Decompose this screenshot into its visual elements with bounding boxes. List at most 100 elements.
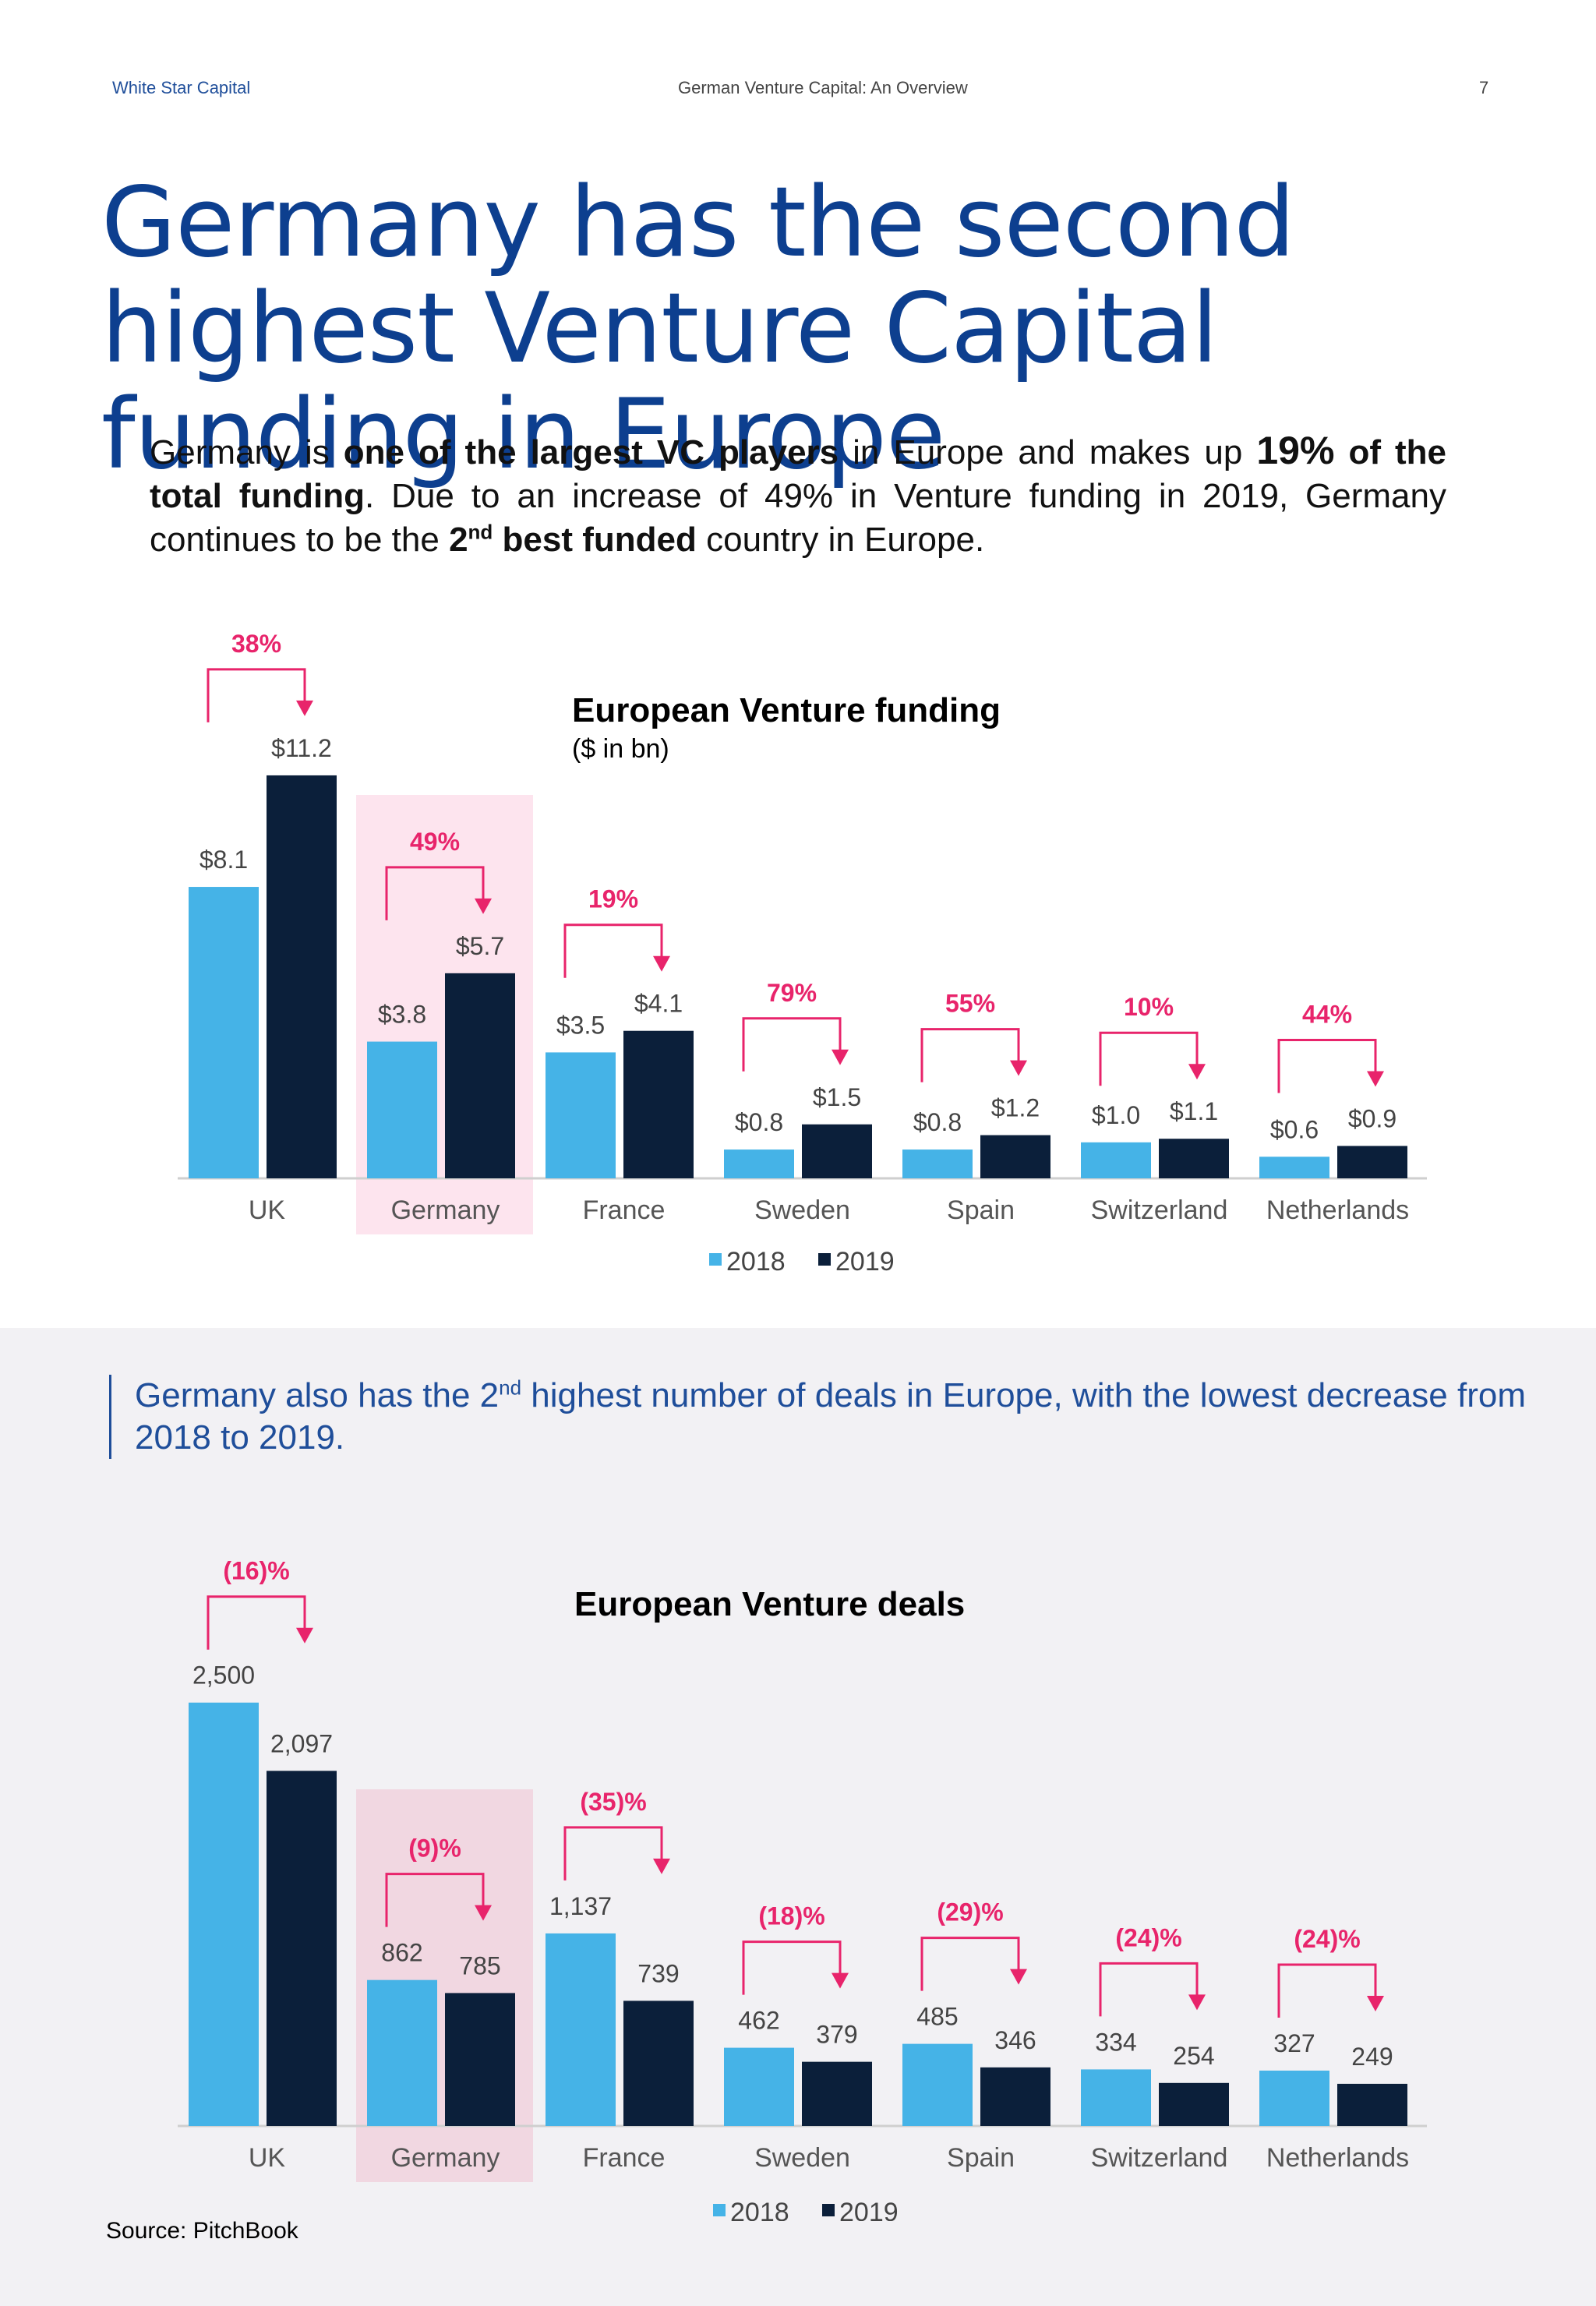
funding-label-2019-germany: $5.7 bbox=[456, 932, 504, 960]
deals-legend-2019: 2019 bbox=[839, 2198, 899, 2221]
deals-label-2018-switzerland: 334 bbox=[1095, 2028, 1136, 2056]
intro-text-4: country in Europe. bbox=[696, 521, 985, 559]
intro-text-3: . Due to an increase of 49% in Venture f… bbox=[150, 477, 1446, 559]
funding-category-sweden: Sweden bbox=[754, 1195, 850, 1225]
funding-change-arrow-sweden bbox=[742, 1017, 842, 1072]
deals-bar-2018-netherlands bbox=[1259, 2070, 1329, 2126]
deals-category-france: France bbox=[583, 2143, 666, 2173]
deals-change-arrow-france bbox=[563, 1826, 663, 1880]
deals-change-spain: (29)% bbox=[937, 1898, 1003, 1926]
deals-label-2018-france: 1,137 bbox=[549, 1892, 612, 1920]
funding-change-arrow-netherlands bbox=[1277, 1038, 1377, 1093]
funding-label-2019-france: $4.1 bbox=[634, 990, 683, 1018]
funding-chart: European Venture funding ($ in bn) $8.1 $11… bbox=[178, 630, 1427, 1277]
funding-bar-2019-switzerland bbox=[1159, 1139, 1229, 1178]
intro-bold-2: 19% bbox=[1256, 429, 1335, 472]
funding-bar-2018-sweden bbox=[724, 1149, 794, 1178]
funding-category-germany: Germany bbox=[391, 1195, 500, 1225]
deals-label-2018-netherlands: 327 bbox=[1273, 2029, 1315, 2057]
deals-change-arrow-sweden bbox=[742, 1941, 842, 1995]
funding-bar-2018-spain bbox=[902, 1149, 973, 1178]
funding-change-arrow-france bbox=[563, 923, 663, 978]
callout-superscript: nd bbox=[499, 1375, 522, 1400]
funding-chart-title: European Venture funding bbox=[572, 691, 1001, 729]
funding-legend-2018: 2018 bbox=[726, 1247, 786, 1277]
intro-text-1: Germany is bbox=[150, 433, 344, 471]
funding-change-arrowhead-netherlands bbox=[1367, 1071, 1384, 1087]
deals-label-2018-uk: 2,500 bbox=[192, 1662, 255, 1690]
deals-legend-2018: 2018 bbox=[730, 2198, 789, 2221]
deals-bar-2018-france bbox=[546, 1933, 616, 2126]
funding-bar-2018-switzerland bbox=[1081, 1142, 1151, 1178]
deals-category-sweden: Sweden bbox=[754, 2143, 850, 2173]
deals-label-2018-spain: 485 bbox=[916, 2003, 958, 2031]
deals-change-arrowhead-germany bbox=[475, 1905, 492, 1921]
header-brand: White Star Capital bbox=[112, 78, 251, 97]
funding-label-2019-uk: $11.2 bbox=[271, 734, 332, 762]
funding-chart-subtitle: ($ in bn) bbox=[572, 734, 669, 764]
deals-callout: Germany also has the 2nd highest number … bbox=[109, 1375, 1538, 1459]
deals-change-arrowhead-sweden bbox=[832, 1972, 849, 1989]
deals-category-switzerland: Switzerland bbox=[1091, 2143, 1228, 2173]
deals-change-arrow-spain bbox=[920, 1937, 1020, 1991]
funding-category-spain: Spain bbox=[947, 1195, 1015, 1225]
funding-bar-2019-sweden bbox=[802, 1124, 872, 1178]
funding-label-2018-germany: $3.8 bbox=[378, 1001, 426, 1029]
deals-bar-2018-sweden bbox=[724, 2047, 794, 2126]
intro-bold-3: of the total funding bbox=[150, 433, 1446, 515]
deals-change-arrowhead-uk bbox=[296, 1627, 313, 1644]
deals-bar-2018-spain bbox=[902, 2043, 973, 2126]
funding-bar-2019-uk bbox=[267, 775, 337, 1178]
deals-label-2019-germany: 785 bbox=[459, 1951, 500, 1979]
funding-label-2019-sweden: $1.5 bbox=[813, 1083, 861, 1111]
deals-change-switzerland: (24)% bbox=[1115, 1923, 1181, 1951]
callout-text-2: highest number of deals in Europe, with … bbox=[135, 1376, 1526, 1457]
source-note: Source: PitchBook bbox=[106, 2218, 298, 2244]
deals-label-2019-netherlands: 249 bbox=[1351, 2043, 1393, 2071]
deals-change-france: (35)% bbox=[580, 1788, 646, 1816]
deals-bar-2019-uk bbox=[267, 1771, 337, 2126]
deals-chart: European Venture deals 2,500 2,097 (16)% UK 8… bbox=[178, 1557, 1427, 2221]
funding-change-arrowhead-uk bbox=[296, 700, 313, 716]
funding-category-switzerland: Switzerland bbox=[1091, 1195, 1228, 1225]
funding-legend-swatch-2018 bbox=[709, 1253, 722, 1266]
header-document-title: German Venture Capital: An Overview bbox=[678, 78, 968, 97]
intro-paragraph: Germany is one of the largest VC players… bbox=[150, 429, 1446, 562]
funding-change-arrowhead-france bbox=[653, 955, 670, 972]
deals-label-2019-spain: 346 bbox=[994, 2026, 1036, 2054]
deals-category-netherlands: Netherlands bbox=[1266, 2143, 1409, 2173]
funding-category-netherlands: Netherlands bbox=[1266, 1195, 1409, 1225]
funding-change-arrowhead-germany bbox=[475, 898, 492, 914]
funding-change-netherlands: 44% bbox=[1302, 1000, 1352, 1028]
deals-bar-2018-switzerland bbox=[1081, 2069, 1151, 2126]
funding-change-germany: 49% bbox=[410, 828, 460, 856]
funding-change-arrowhead-spain bbox=[1010, 1060, 1027, 1076]
page-title: Germany has the second highest Venture C… bbox=[101, 167, 1295, 491]
funding-change-switzerland: 10% bbox=[1124, 993, 1174, 1021]
deals-label-2019-france: 739 bbox=[637, 1959, 679, 1987]
page-number: 7 bbox=[1479, 78, 1489, 97]
funding-bar-2019-spain bbox=[980, 1135, 1050, 1178]
funding-label-2018-spain: $0.8 bbox=[913, 1108, 962, 1136]
funding-label-2019-spain: $1.2 bbox=[991, 1094, 1040, 1122]
funding-legend-2019: 2019 bbox=[835, 1247, 895, 1277]
funding-change-france: 19% bbox=[588, 885, 638, 913]
funding-category-france: France bbox=[583, 1195, 666, 1225]
intro-bold-5: best funded bbox=[493, 521, 697, 559]
deals-bar-2019-france bbox=[623, 2001, 694, 2126]
funding-bar-2019-germany bbox=[445, 973, 515, 1178]
funding-change-arrowhead-sweden bbox=[832, 1049, 849, 1065]
funding-change-spain: 55% bbox=[945, 990, 995, 1018]
deals-label-2018-sweden: 462 bbox=[738, 2007, 779, 2035]
funding-bar-2019-netherlands bbox=[1337, 1146, 1407, 1178]
funding-bar-2019-france bbox=[623, 1030, 694, 1178]
deals-bar-2019-spain bbox=[980, 2067, 1050, 2126]
deals-bar-2018-germany bbox=[367, 1979, 437, 2126]
deals-change-arrowhead-spain bbox=[1010, 1969, 1027, 1985]
deals-bar-2019-sweden bbox=[802, 2061, 872, 2126]
deals-chart-title: European Venture deals bbox=[574, 1585, 965, 1623]
funding-label-2018-france: $3.5 bbox=[556, 1011, 605, 1039]
intro-superscript: nd bbox=[468, 520, 493, 544]
intro-bold-4: 2 bbox=[449, 521, 468, 559]
deals-change-arrowhead-switzerland bbox=[1188, 1994, 1206, 2011]
